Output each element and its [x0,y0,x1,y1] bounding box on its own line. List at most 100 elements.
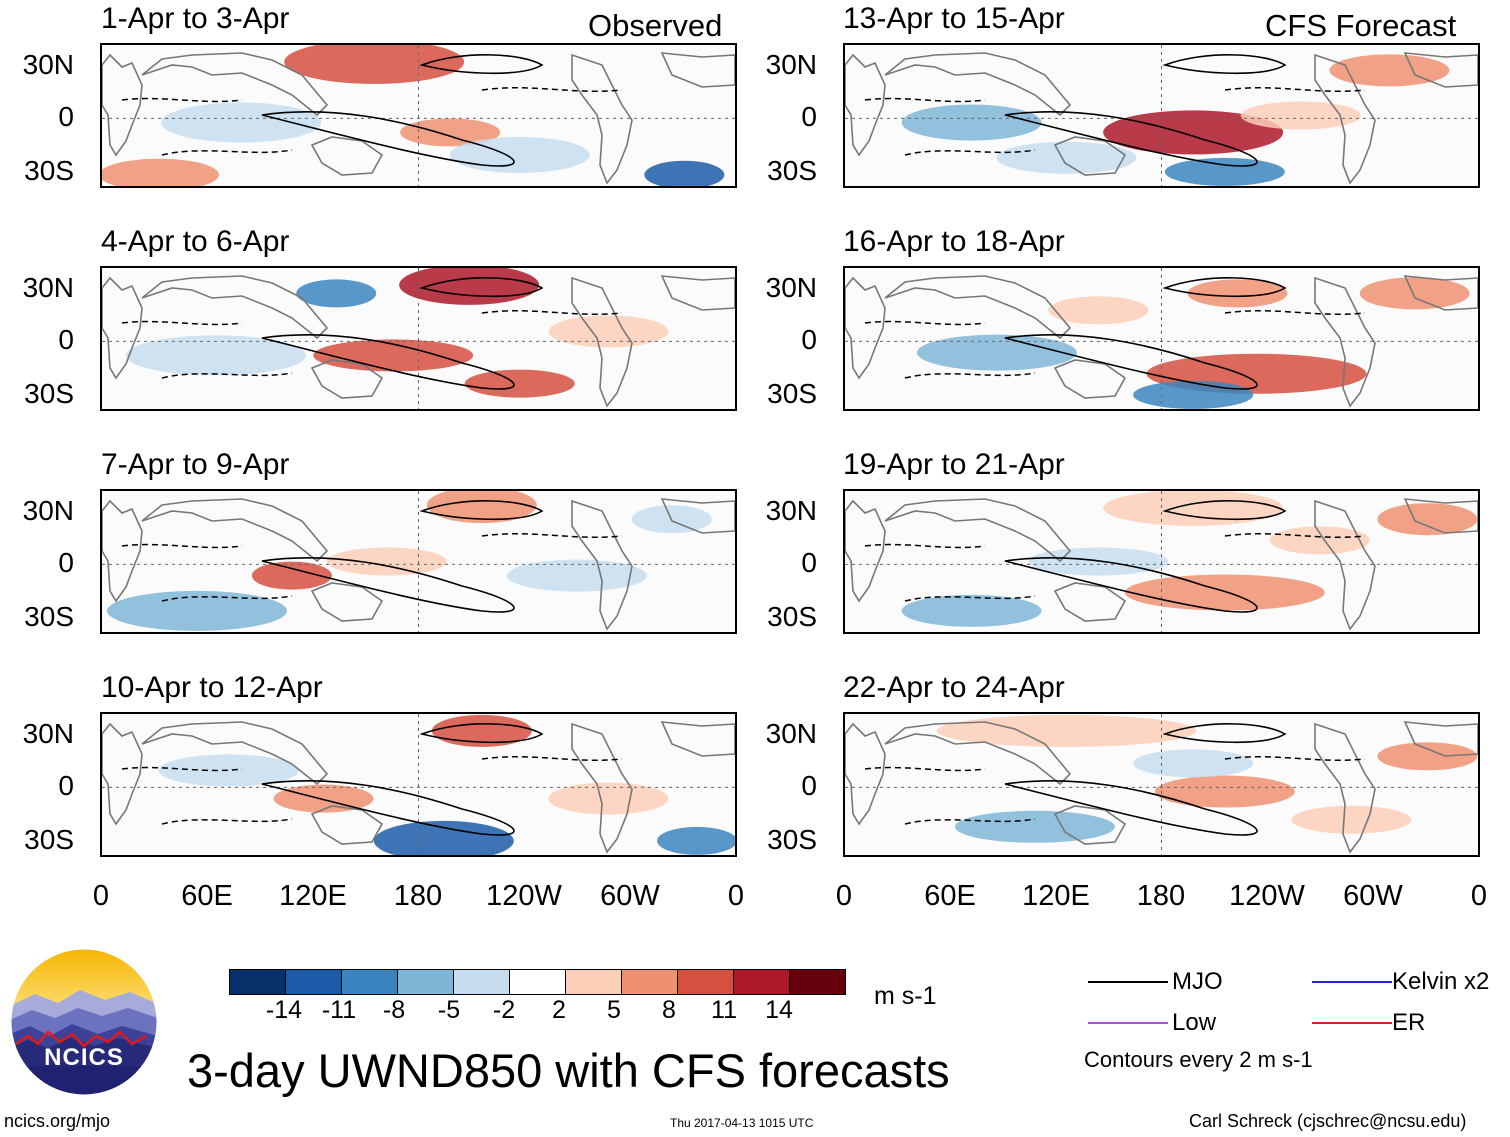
map-field [102,714,735,855]
lat-label: 30S [24,824,74,855]
anomaly-blob [1103,491,1284,526]
mjo-contour-negative [481,756,623,761]
lon-label: 120E [1022,880,1090,912]
anomaly-blob [1377,503,1478,536]
lat-label: 30S [24,155,74,186]
coastline [1403,275,1478,311]
coastline [141,721,329,786]
observed-label: Observed [588,8,723,43]
lat-label: 30N [22,718,74,749]
map-panel-right-3 [843,489,1480,634]
anomaly-blob [158,754,299,787]
lon-label: 0 [727,880,745,912]
colorbar-swatch [453,970,509,994]
mjo-contour [261,557,515,613]
anomaly-blob [326,547,447,576]
panel-title-right-1: 13-Apr to 15-Apr [843,2,1065,35]
coastline [1314,276,1376,408]
colorbar-tick-label: 5 [607,996,621,1024]
colorbar-swatch [509,970,565,994]
anomaly-blob [1377,742,1478,771]
units-label: m s-1 [874,982,937,1010]
anomaly-blob [1269,526,1370,555]
panel-title-left-2: 4-Apr to 6-Apr [101,225,290,258]
legend-label-mjo: MJO [1172,968,1223,995]
panel-title-left-4: 10-Apr to 12-Apr [101,671,323,704]
map-panel-left-2 [100,266,737,411]
figure-title: 3-day UWND850 with CFS forecasts [187,1044,950,1097]
coastline [660,498,735,534]
mjo-contour [1162,54,1287,75]
mjo-contour [261,111,515,167]
coastline [102,53,143,157]
anomaly-blob [251,561,332,590]
mjo-contour [1004,111,1258,167]
lat-label: 30N [765,495,817,526]
colorbar-swatch [397,970,453,994]
coastline [310,805,384,845]
lat-label: 30N [22,272,74,303]
colorbar-swatch [789,970,845,994]
anomaly-blob [464,369,575,398]
anomaly-blob [106,590,287,631]
lon-label: 0 [1470,880,1488,912]
ncics-logo: NCICS [10,948,158,1096]
site-link[interactable]: ncics.org/mjo [4,1111,111,1131]
mjo-contour-negative [121,766,243,772]
coastline [884,275,1072,340]
lat-label: 0 [58,101,74,132]
panel-title-right-2: 16-Apr to 18-Apr [843,225,1065,258]
map-field [102,491,735,632]
lat-label: 30N [765,272,817,303]
lon-label: 60W [1343,880,1403,912]
anomaly-blob [1048,296,1149,325]
forecast-label: CFS Forecast [1265,8,1457,43]
mjo-contour-negative [161,818,293,825]
map-panel-left-3 [100,489,737,634]
coastline [310,582,384,622]
anomaly-blob [125,335,306,376]
lon-label: 0 [835,880,853,912]
legend-line-low [1088,1022,1168,1024]
lat-label: 30S [24,378,74,409]
colorbar-tick-label: -11 [321,996,357,1024]
lon-label: 0 [92,880,110,912]
map-panel-right-1 [843,43,1480,188]
coastline [845,722,886,826]
coastline [660,721,735,757]
colorbar-tick-label: -8 [382,996,406,1024]
coastline [571,499,633,631]
mjo-contour-negative [1224,533,1366,538]
coastline [884,52,1072,117]
anomaly-blob [996,141,1137,174]
lon-label: 180 [393,880,443,912]
panel-title-right-3: 19-Apr to 21-Apr [843,448,1065,481]
legend-line-mjo [1088,981,1168,983]
anomaly-blob [1164,157,1285,186]
anomaly-blob [1240,101,1361,130]
mjo-contour [1004,780,1258,836]
anomaly-blob [916,334,1077,371]
anomaly-blob [1124,574,1325,611]
lat-label: 0 [801,324,817,355]
mjo-contour [419,500,544,521]
mjo-contour-negative [481,533,623,538]
anomaly-blob [548,782,669,815]
coastline [1403,498,1478,534]
anomaly-blob [400,118,501,147]
coastline [102,722,143,826]
coastline [845,276,886,380]
coastline [141,275,329,340]
lon-label: 60E [181,880,233,912]
mjo-contour-negative [1224,756,1366,761]
mjo-contour-negative [121,543,243,549]
author-credit: Carl Schreck (cjschrec@ncsu.edu) [1189,1111,1467,1131]
coastline [102,499,143,603]
mjo-contour-negative [904,372,1036,379]
coastline [1314,499,1376,631]
lon-label: 120E [279,880,347,912]
coastline [571,53,633,185]
coastline [141,52,329,117]
colorbar [229,969,846,995]
legend-line-kelvin [1312,981,1392,983]
